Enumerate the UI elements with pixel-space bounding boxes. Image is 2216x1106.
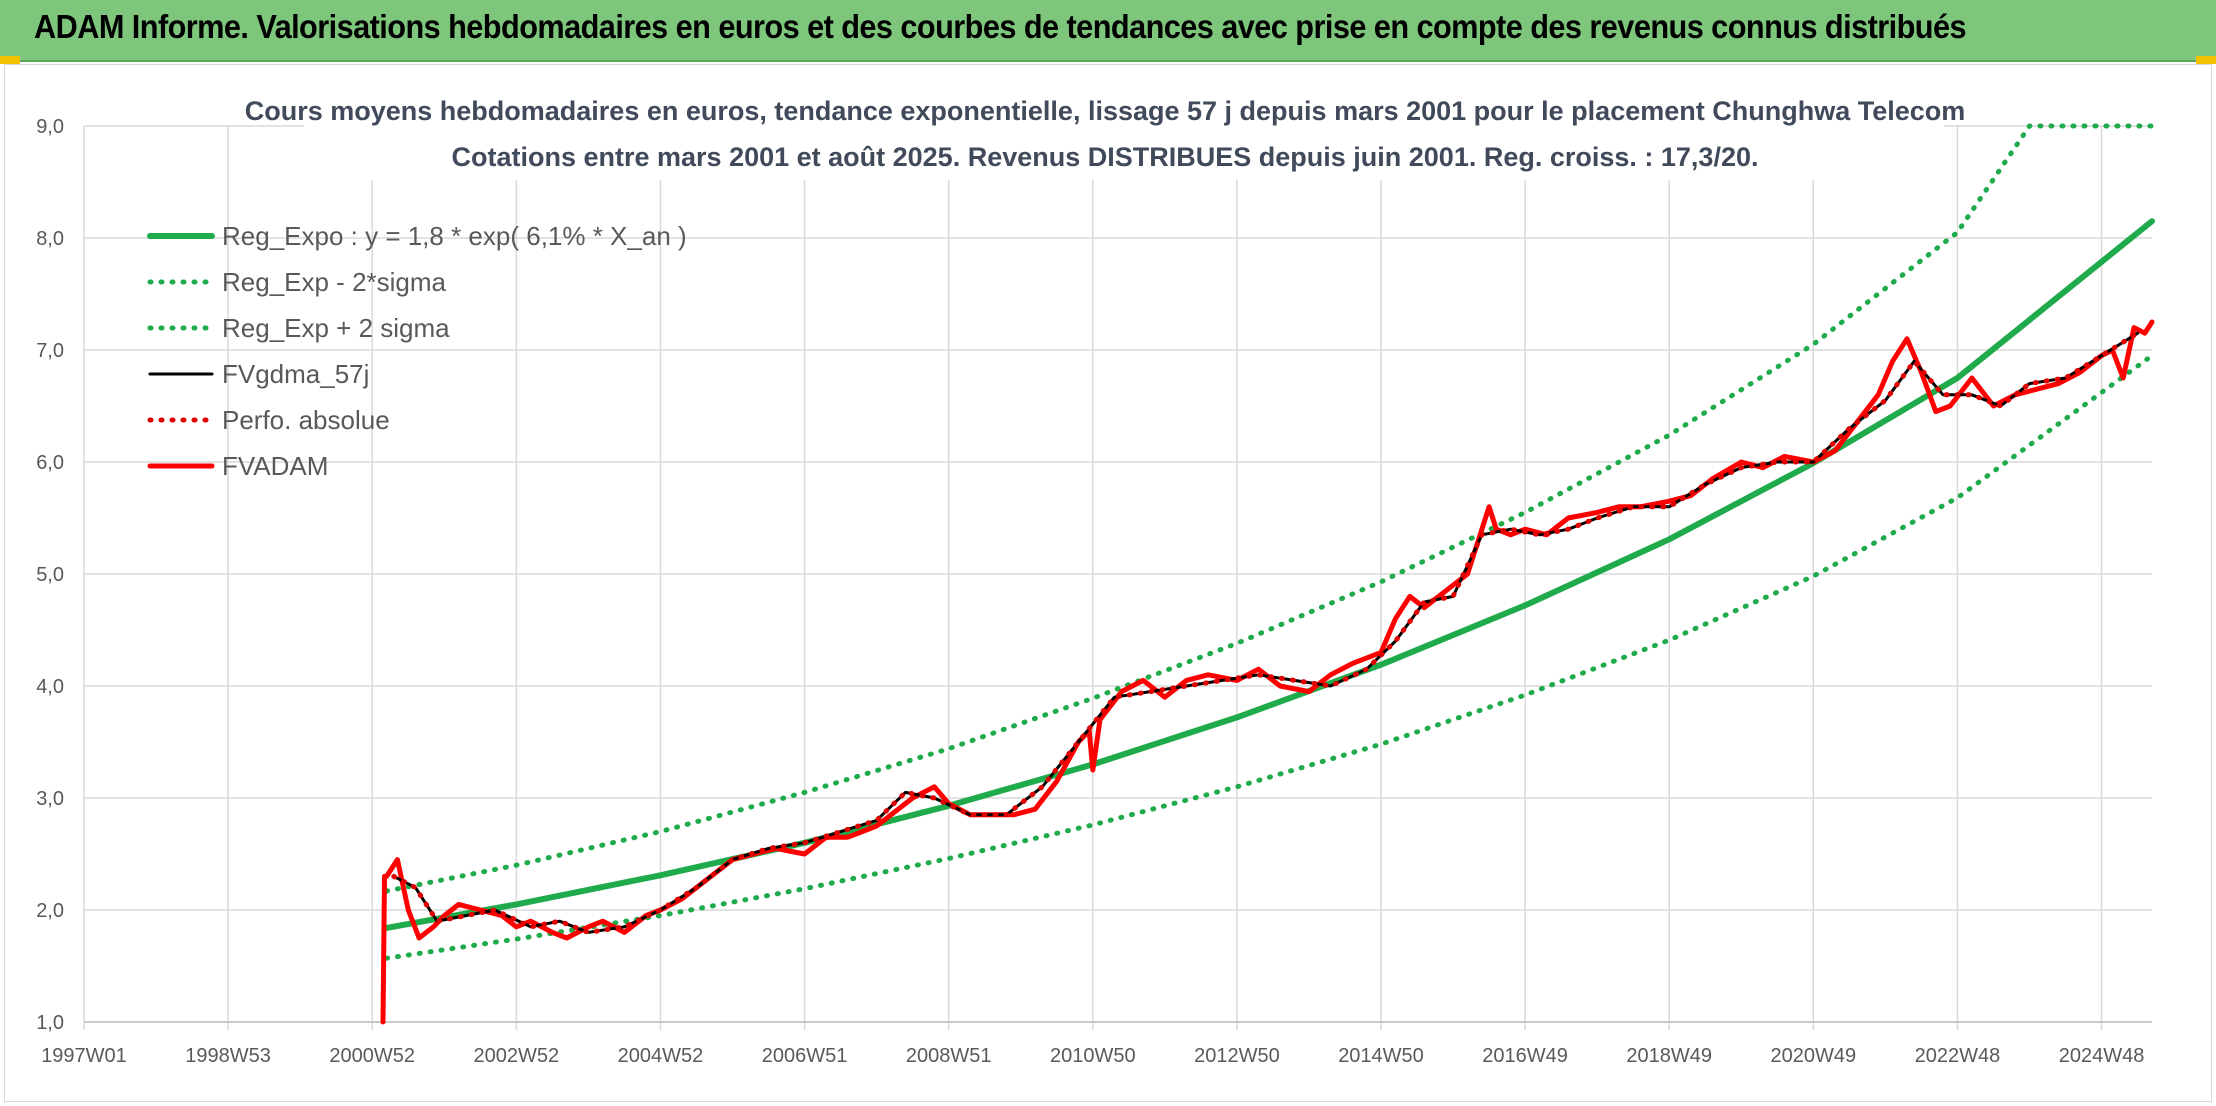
x-tick-label: 1998W53	[185, 1045, 271, 1067]
corner-marker-right	[2196, 56, 2216, 64]
x-tick-label: 2020W49	[1771, 1045, 1857, 1067]
report-title: ADAM Informe. Valorisations hebdomadaire…	[34, 8, 1967, 45]
series-line-1	[384, 353, 2155, 961]
series-line-4	[391, 330, 2141, 935]
x-tick-label: 2022W48	[1915, 1045, 2001, 1067]
chart-legend: Reg_Expo : y = 1,8 * exp( 6,1% * X_an ) R…	[147, 221, 687, 481]
chart-grid	[83, 125, 2152, 1030]
title-background	[304, 92, 1944, 180]
y-tick-label: 6,0	[36, 452, 64, 474]
x-tick-label: 2008W51	[906, 1045, 992, 1067]
y-tick-label: 1,0	[36, 1012, 64, 1034]
x-tick-label: 2014W50	[1338, 1045, 1424, 1067]
series-line-5	[380, 319, 2155, 1025]
chart-axes: 1,0 2,0 3,0 4,0 5,0 6,0 7,0 8,0 9,0 1997W01 1998W5…	[36, 116, 2152, 1067]
legend-label: Perfo. absolue	[222, 405, 390, 435]
x-tick-label: 2002W52	[474, 1045, 560, 1067]
x-tick-label: 2000W52	[329, 1045, 415, 1067]
y-tick-label: 2,0	[36, 900, 64, 922]
legend-label: Reg_Exp + 2 sigma	[222, 313, 450, 343]
x-tick-label: 2004W52	[618, 1045, 704, 1067]
x-tick-label: 2016W49	[1482, 1045, 1568, 1067]
x-tick-label: 2012W50	[1194, 1045, 1280, 1067]
y-tick-label: 9,0	[36, 116, 64, 138]
chart-subtitle: Cotations entre mars 2001 et août 2025. …	[452, 142, 1759, 172]
legend-label: FVADAM	[222, 451, 328, 481]
x-tick-label: 2018W49	[1626, 1045, 1712, 1067]
x-tick-label: 2010W50	[1050, 1045, 1136, 1067]
legend-label: FVgdma_57j	[222, 359, 369, 389]
x-tick-label: 1997W01	[41, 1045, 127, 1067]
corner-marker-left	[0, 56, 20, 64]
legend-label: Reg_Exp - 2*sigma	[222, 267, 447, 297]
legend-label: Reg_Expo : y = 1,8 * exp( 6,1% * X_an )	[222, 221, 687, 251]
y-tick-label: 5,0	[36, 564, 64, 586]
series-layer	[380, 123, 2155, 1025]
x-tick-label: 2024W48	[2059, 1045, 2145, 1067]
report-header: ADAM Informe. Valorisations hebdomadaire…	[0, 0, 2216, 62]
y-tick-label: 3,0	[36, 788, 64, 810]
x-tick-label: 2006W51	[762, 1045, 848, 1067]
y-tick-label: 8,0	[36, 228, 64, 250]
y-tick-label: 4,0	[36, 676, 64, 698]
chart-title: Cours moyens hebdomadaires en euros, ten…	[245, 96, 1966, 126]
y-tick-label: 7,0	[36, 340, 64, 362]
